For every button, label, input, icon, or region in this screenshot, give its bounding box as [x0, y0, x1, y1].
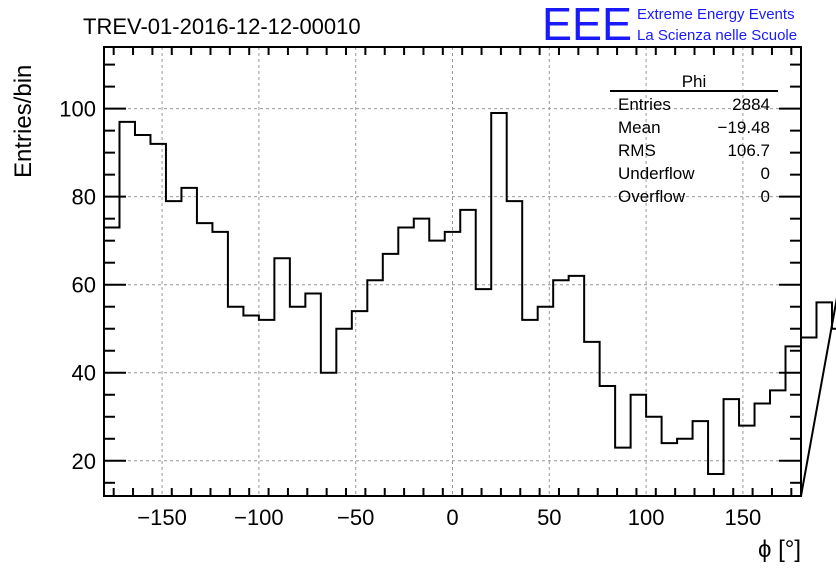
x-tick-label: −50	[337, 505, 374, 530]
stats-label: Entries	[618, 95, 671, 114]
y-tick-label: 60	[72, 273, 96, 298]
grid-lines	[104, 47, 801, 496]
eee-logo: EEE	[542, 0, 632, 50]
stats-value: 2884	[732, 95, 770, 114]
plot-frame	[103, 46, 802, 497]
x-tick-labels: −150 −100 −50 0 50 100 150	[137, 505, 761, 530]
x-tick-label: 100	[628, 505, 665, 530]
y-tick-label: 40	[72, 361, 96, 386]
stats-value: 0	[761, 187, 770, 206]
stats-title: Phi	[682, 72, 707, 91]
stats-label: Mean	[618, 118, 661, 137]
stats-value: −19.48	[718, 118, 770, 137]
logo-subtitle-1: Extreme Energy Events	[637, 6, 795, 23]
histogram-line	[103, 112, 836, 497]
stats-label: Overflow	[618, 187, 686, 206]
x-tick-label: 150	[725, 505, 762, 530]
y-tick-label: 80	[72, 185, 96, 210]
x-tick-label: 0	[446, 505, 458, 530]
x-axis-label: ϕ [°]	[758, 536, 801, 563]
stats-value: 106.7	[727, 141, 770, 160]
logo-subtitle-2: La Scienza nelle Scuole	[637, 27, 797, 44]
x-tick-label: 50	[537, 505, 561, 530]
stats-label: Underflow	[618, 164, 695, 183]
y-axis-label: Entries/bin	[10, 65, 37, 178]
chart-title: TREV-01-2016-12-12-00010	[83, 14, 361, 39]
axis-ticks	[104, 47, 801, 496]
stats-label: RMS	[618, 141, 656, 160]
stats-value: 0	[761, 164, 770, 183]
x-tick-label: −100	[234, 505, 284, 530]
stats-box: Phi Entries 2884 Mean −19.48 RMS 106.7 Underfl…	[610, 72, 778, 206]
y-tick-label: 20	[72, 449, 96, 474]
x-tick-label: −150	[137, 505, 187, 530]
y-tick-label: 100	[59, 97, 96, 122]
y-tick-labels: 20 40 60 80 100	[59, 97, 96, 474]
